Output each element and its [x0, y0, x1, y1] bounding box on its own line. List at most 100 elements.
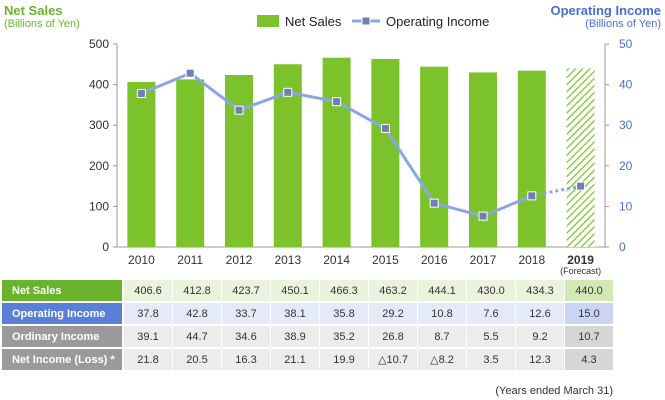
table-cell: 34.6 [222, 326, 271, 349]
table-cell: 430.0 [467, 280, 516, 303]
table-row-operating-income: Operating Income 37.8 42.8 33.7 38.1 35.… [2, 303, 614, 326]
table-cell: 38.1 [271, 303, 320, 326]
bar-net-sales [322, 57, 351, 247]
table-cell: 39.1 [124, 326, 173, 349]
x-tick-label: 2015 [372, 253, 399, 267]
operating-income-point [478, 211, 488, 221]
table-cell: 16.3 [222, 349, 271, 372]
row-label: Operating Income [2, 303, 124, 326]
table-cell: 20.5 [173, 349, 222, 372]
table-cell: 44.7 [173, 326, 222, 349]
operating-income-point [185, 68, 195, 78]
right-tick-label: 0 [619, 240, 626, 254]
x-tick-label: 2012 [226, 253, 253, 267]
left-tick-label: 400 [89, 78, 109, 92]
right-tick-label: 20 [619, 159, 633, 173]
bar-net-sales [176, 79, 205, 247]
operating-income-point [429, 198, 439, 208]
table-cell: 42.8 [173, 303, 222, 326]
table-cell-forecast: 4.3 [565, 349, 614, 372]
x-tick-label: 2019 [567, 253, 594, 267]
table-cell: 5.5 [467, 326, 516, 349]
table-cell: 434.3 [516, 280, 565, 303]
table-row-net-sales: Net Sales 406.6 412.8 423.7 450.1 466.3 … [2, 280, 614, 303]
legend-operating-marker [361, 16, 371, 26]
forecast-label: (Forecast) [560, 266, 601, 276]
bar-net-sales [225, 74, 253, 247]
left-axis-title: Net Sales [4, 3, 63, 18]
chart-area: 0 100 200 300 400 500 0 10 20 30 40 50 2010 2011 2012 2… [89, 14, 633, 276]
table-cell: 26.8 [369, 326, 418, 349]
left-tick-label: 0 [102, 240, 109, 254]
right-axis-unit: (Billions of Yen) [585, 18, 661, 30]
table-cell: 35.2 [320, 326, 369, 349]
data-table: Net Sales 406.6 412.8 423.7 450.1 466.3 … [2, 280, 614, 372]
right-tick-label: 40 [619, 78, 633, 92]
x-tick-label: 2013 [274, 253, 301, 267]
table-cell: 19.9 [320, 349, 369, 372]
table-cell-forecast: 440.0 [565, 280, 614, 303]
table-cell: 12.3 [516, 349, 565, 372]
table-cell: 466.3 [320, 280, 369, 303]
table-cell: 35.8 [320, 303, 369, 326]
right-tick-label: 30 [619, 118, 633, 132]
table-cell: 12.6 [516, 303, 565, 326]
x-tick-label: 2018 [518, 253, 545, 267]
bar-net-sales [127, 81, 156, 247]
operating-income-point [234, 105, 244, 115]
table-cell: 21.1 [271, 349, 320, 372]
bar-net-sales [420, 66, 449, 247]
table-cell: 412.8 [173, 280, 222, 303]
bar-net-sales [371, 58, 400, 248]
operating-income-point [576, 181, 586, 191]
legend-net-sales-swatch [257, 15, 279, 27]
table-cell: 21.8 [124, 349, 173, 372]
left-tick-label: 100 [89, 199, 109, 213]
table-cell-forecast: 15.0 [565, 303, 614, 326]
table-cell: 29.2 [369, 303, 418, 326]
row-label: Net Sales [2, 280, 124, 303]
x-tick-label: 2016 [421, 253, 448, 267]
bar-net-sales [469, 72, 497, 247]
x-tick-label: 2010 [128, 253, 155, 267]
row-label: Ordinary Income [2, 326, 124, 349]
right-axis-title: Operating Income [550, 3, 661, 18]
table-cell: △8.2 [418, 349, 467, 372]
table-cell: 3.5 [467, 349, 516, 372]
right-tick-label: 50 [619, 37, 633, 51]
table-row-net-income: Net Income (Loss) * 21.8 20.5 16.3 21.1 … [2, 349, 614, 372]
left-axis-unit: (Billions of Yen) [4, 18, 80, 30]
left-tick-label: 500 [89, 37, 109, 51]
left-tick-label: 200 [89, 159, 109, 173]
operating-income-point [527, 191, 537, 201]
table-cell: △10.7 [369, 349, 418, 372]
table-cell: 7.6 [467, 303, 516, 326]
table-cell: 463.2 [369, 280, 418, 303]
footnote: (Years ended March 31) [495, 385, 613, 397]
table-cell: 423.7 [222, 280, 271, 303]
table-row-ordinary-income: Ordinary Income 39.1 44.7 34.6 38.9 35.2… [2, 326, 614, 349]
bar-net-sales [517, 70, 546, 248]
table-cell: 8.7 [418, 326, 467, 349]
x-tick-label: 2014 [323, 253, 350, 267]
operating-income-forecast-line [531, 184, 581, 198]
table-cell: 10.8 [418, 303, 467, 326]
x-tick-label: 2011 [177, 253, 203, 267]
table-cell: 38.9 [271, 326, 320, 349]
table-cell: 37.8 [124, 303, 173, 326]
legend-net-sales-label: Net Sales [285, 14, 342, 29]
table-cell: 9.2 [516, 326, 565, 349]
table-cell-forecast: 10.7 [565, 326, 614, 349]
right-tick-label: 10 [619, 199, 633, 213]
row-label: Net Income (Loss) * [2, 349, 124, 372]
bar-net-sales-forecast [566, 68, 595, 247]
left-tick-label: 300 [89, 118, 109, 132]
table-cell: 33.7 [222, 303, 271, 326]
legend-operating-label: Operating Income [386, 14, 489, 29]
operating-income-point [136, 89, 146, 99]
table-cell: 444.1 [418, 280, 467, 303]
operating-income-point [332, 97, 342, 107]
operating-income-point [380, 123, 390, 133]
operating-income-point [283, 87, 293, 97]
x-tick-label: 2017 [470, 253, 497, 267]
